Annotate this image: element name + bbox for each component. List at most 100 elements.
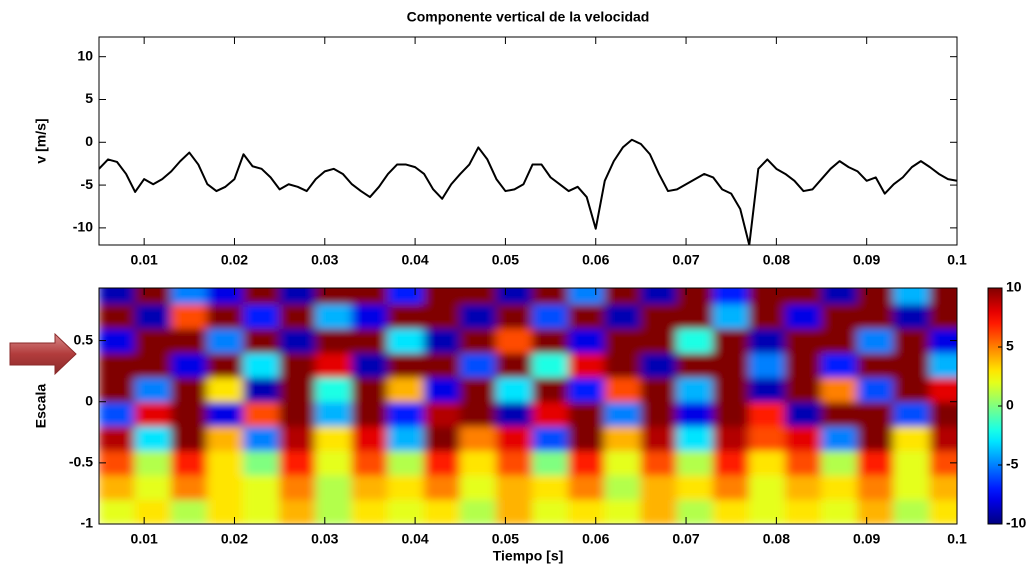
y-tick-label: 0 <box>85 133 93 149</box>
heatmap-cell <box>748 450 786 476</box>
colorbar-tick-label: 0 <box>1006 397 1014 413</box>
heatmap-cell <box>857 327 895 354</box>
heatmap-cell <box>351 499 389 524</box>
heatmap-cell <box>821 425 859 452</box>
heatmap-cell <box>929 401 957 427</box>
y-tick-label: -0.5 <box>69 454 93 470</box>
heatmap-cell <box>423 401 461 427</box>
colorbar-tick-label: 5 <box>1006 338 1014 354</box>
heatmap-cell <box>568 425 606 452</box>
x-tick-label: 0.01 <box>131 252 158 268</box>
heatmap-cell <box>351 401 389 427</box>
heatmap-cell <box>676 376 714 403</box>
heatmap-cell <box>459 401 497 427</box>
heatmap-cell <box>279 327 317 354</box>
heatmap-cell <box>821 376 859 403</box>
heatmap-cell <box>387 303 425 329</box>
heatmap-cell <box>459 425 497 452</box>
heatmap-cell <box>784 376 823 403</box>
x-tick-label: 0.09 <box>853 252 880 268</box>
heatmap-cell <box>604 425 642 452</box>
heatmap-cell <box>893 474 931 501</box>
heatmap-cell <box>640 327 678 354</box>
heatmap-cell <box>821 401 859 427</box>
heatmap-cell <box>170 303 208 329</box>
heatmap-cell <box>821 303 859 329</box>
heatmap-cell <box>604 303 642 329</box>
heatmap-cell <box>604 474 642 501</box>
heatmap-cell <box>857 474 895 501</box>
heatmap-cell <box>99 303 136 329</box>
heatmap-cell <box>387 474 425 501</box>
y-tick-label: 5 <box>85 90 93 106</box>
heatmap-cell <box>568 376 606 403</box>
heatmap-cell <box>134 352 172 378</box>
heatmap-cell <box>532 376 570 403</box>
heatmap-cell <box>532 474 570 501</box>
heatmap-cell <box>459 499 497 524</box>
x-tick-label: 0.1 <box>947 531 967 547</box>
heatmap-cell <box>532 327 570 354</box>
heatmap-cell <box>99 499 136 524</box>
heatmap-cell <box>206 425 245 452</box>
heatmap-cell <box>206 352 245 378</box>
heatmap-cell <box>351 288 389 305</box>
x-tick-label: 0.06 <box>582 531 609 547</box>
heatmap-cell <box>821 474 859 501</box>
heatmap-cell <box>423 303 461 329</box>
heatmap-cell <box>170 474 208 501</box>
heatmap-cell <box>676 474 714 501</box>
heatmap-cell <box>315 303 353 329</box>
heatmap-cell <box>532 499 570 524</box>
heatmap-cell <box>640 376 678 403</box>
heatmap-cell <box>712 288 750 305</box>
heatmap-cell <box>459 327 497 354</box>
heatmap-cell <box>170 499 208 524</box>
heatmap-cell <box>604 450 642 476</box>
heatmap-cell <box>893 401 931 427</box>
heatmap-cell <box>748 327 786 354</box>
heatmap-cell <box>532 401 570 427</box>
heatmap-cell <box>315 376 353 403</box>
heatmap-cell <box>784 352 823 378</box>
y-axis-label: Escala <box>33 384 49 429</box>
x-tick-label: 0.02 <box>221 252 248 268</box>
heatmap-cell <box>929 499 957 524</box>
heatmap-cells <box>99 288 957 524</box>
heatmap-cell <box>604 499 642 524</box>
heatmap-cell <box>784 450 823 476</box>
heatmap-cell <box>279 352 317 378</box>
heatmap-cell <box>279 401 317 427</box>
heatmap-cell <box>532 288 570 305</box>
plot-frame <box>98 36 958 246</box>
colorbar-tick-label: -10 <box>1006 515 1026 531</box>
heatmap-cell <box>279 376 317 403</box>
heatmap-cell <box>676 425 714 452</box>
x-tick-label: 0.09 <box>853 531 880 547</box>
heatmap-cell <box>568 303 606 329</box>
heatmap-cell <box>857 450 895 476</box>
heatmap <box>99 288 957 524</box>
heatmap-cell <box>206 401 245 427</box>
x-tick-label: 0.01 <box>131 531 158 547</box>
heatmap-cell <box>495 376 534 403</box>
heatmap-cell <box>423 450 461 476</box>
heatmap-cell <box>351 327 389 354</box>
heatmap-cell <box>134 425 172 452</box>
heatmap-cell <box>134 288 172 305</box>
heatmap-cell <box>821 450 859 476</box>
heatmap-cell <box>134 474 172 501</box>
heatmap-cell <box>604 401 642 427</box>
heatmap-cell <box>315 327 353 354</box>
heatmap-cell <box>459 288 497 305</box>
heatmap-cell <box>351 376 389 403</box>
heatmap-cell <box>170 352 208 378</box>
heatmap-cell <box>206 303 245 329</box>
heatmap-cell <box>243 376 281 403</box>
heatmap-cell <box>459 474 497 501</box>
x-tick-label: 0.08 <box>763 531 790 547</box>
heatmap-cell <box>821 327 859 354</box>
heatmap-cell <box>134 303 172 329</box>
heatmap-cell <box>640 303 678 329</box>
